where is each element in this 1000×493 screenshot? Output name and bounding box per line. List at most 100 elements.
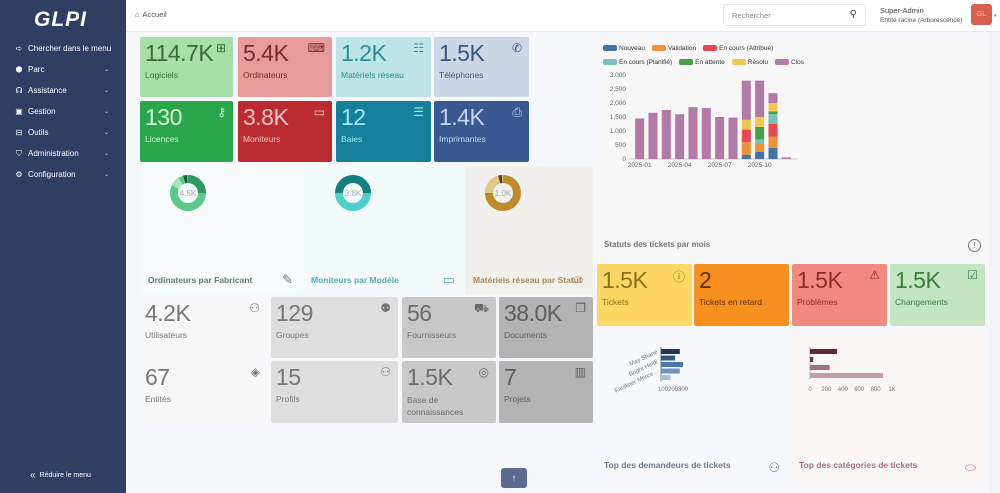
user-menu[interactable]: Super-Admin Entité racine (Arborescence) [880,6,962,26]
x-tick-label: 400 [838,387,849,393]
bar-segment [661,110,671,159]
legend-item[interactable]: En attente [679,59,725,66]
card-telephones[interactable]: 1.5K Téléphones ✆ [434,37,529,97]
widget-top-demandeurs[interactable]: May Shane Bright Heidi Faulkner Merce... 10… [597,331,789,486]
chevron-down-icon: ⌄ [103,172,109,178]
breadcrumb[interactable]: ⌂ Accueil [135,10,167,19]
x-tick-label: 2025-07 [708,162,732,167]
card-documents[interactable]: 38.0K Documents ❐ [499,297,593,358]
sidebar-item-configuration[interactable]: ⚙ Configuration ⌄ [0,164,126,185]
bar-segment [768,114,778,124]
card-moniteurs[interactable]: 3.8K Moniteurs ▭ [238,101,332,162]
sidebar-item-gestion[interactable]: ▣ Gestion ⌄ [0,101,126,122]
sidebar-item-label: Parc [28,65,45,74]
sidebar-item-outils[interactable]: ⊟ Outils ⌄ [0,122,126,143]
card-value: 4.2K [145,300,191,326]
card-label: Utilisateurs [145,330,188,340]
bar-segment [741,129,751,143]
layers-icon: ◈ [250,365,260,379]
page-scrollbar[interactable] [989,32,1000,493]
card-fournisseurs[interactable]: 56 Fournisseurs ⛟ [402,297,496,358]
menu-search-button[interactable]: ➪ Chercher dans le menu [0,38,126,59]
card-groupes[interactable]: 129 Groupes ⚉ [271,297,398,358]
card-value: 3.8K [243,104,289,130]
card-label: Baies [341,134,363,144]
bar-segment [635,118,645,159]
x-tick-label: 1K [888,387,895,393]
card-value: 1.5K [602,267,648,293]
bar-segment [755,143,765,152]
card-value: 67 [145,364,170,390]
card-label: Projets [504,394,531,404]
clipboard-check-icon: ☑ [967,268,978,282]
card-tickets[interactable]: 1.5K Tickets ⓘ [597,264,692,326]
card-base-de-connaissances[interactable]: 1.5K Base de connaissances ◎ [402,361,496,423]
user-entity: Entité racine (Arborescence) [880,17,963,24]
card-materiels-reseau[interactable]: 1.2K Matériels réseau ☷ [336,37,431,97]
sidebar-item-label: Configuration [28,170,76,179]
legend-item[interactable]: En cours (Planifié) [603,59,672,66]
sidebar-item-assistance[interactable]: ☊ Assistance ⌄ [0,80,126,101]
collapse-menu-button[interactable]: « Réduire le menu [30,470,91,481]
bar-segment [728,117,738,159]
sidebar-nav: ➪ Chercher dans le menu ⬢ Parc ⌄ ☊ Assis… [0,38,126,185]
card-utilisateurs[interactable]: 4.2K Utilisateurs ⚇ [140,297,267,358]
sidebar-item-parc[interactable]: ⬢ Parc ⌄ [0,59,126,80]
chevron-down-icon[interactable]: ▾ [994,13,997,19]
sidebar: GLPI ➪ Chercher dans le menu ⬢ Parc ⌄ ☊ … [0,0,126,493]
x-tick-label: 2025-10 [748,162,772,167]
legend-item[interactable]: Résolu [731,59,768,66]
card-profils[interactable]: 15 Profils ⚇ [271,361,398,423]
card-tickets-en-retard[interactable]: 2 Tickets en retard [694,264,789,326]
widget-title: Statuts des tickets par mois [604,240,711,249]
card-entites[interactable]: 67 Entités ◈ [140,361,267,423]
legend-item[interactable]: Clos [774,59,804,66]
widget-ordinateurs-par-fabricant[interactable]: 4.5K Ordinateurs par Fabricant ✎ [140,166,303,294]
card-problemes[interactable]: 1.5K Problèmes ⚠ [792,264,887,326]
card-label: Moniteurs [243,134,281,144]
chart-legend-row-2: En cours (Planifié) En attente Résolu Cl… [603,59,804,66]
bar-segment [741,142,751,155]
chevron-down-icon: ⌄ [103,109,109,115]
card-licences[interactable]: 130 Licences ⚷ [140,101,233,162]
briefcase-icon: ⊟ [15,128,23,137]
bar-segment [701,108,711,159]
widget-top-categories[interactable]: 0 200 400 600 800 1K Top des catégories de ti… [792,331,985,486]
card-value: 129 [276,300,313,326]
card-imprimantes[interactable]: 1.4K Imprimantes ⎙ [434,101,529,162]
search-icon[interactable]: ⚲ [849,9,857,20]
tag-icon: ⬭ [571,272,583,287]
card-logiciels[interactable]: 114.7K Logiciels ⊞ [140,37,233,97]
chevron-down-icon: ⌄ [103,67,109,73]
lifebuoy-icon: ◎ [478,365,489,379]
breadcrumb-home[interactable]: Accueil [142,10,167,19]
widget-statuts-tickets-par-mois[interactable]: Nouveau Validation En cours (Attribué) E… [597,37,989,259]
chevrons-left-icon: « [30,470,36,481]
bar-segment [688,107,698,159]
legend-item[interactable]: Validation [652,45,696,52]
user-check-icon: ⚇ [380,365,391,379]
legend-item[interactable]: En cours (Attribué) [703,45,773,52]
card-ordinateurs[interactable]: 5.4K Ordinateurs ⌨ [238,37,332,97]
card-value: 2 [699,267,712,293]
card-baies[interactable]: 12 Baies ☰ [336,101,431,162]
card-label: Fournisseurs [407,330,457,340]
scroll-to-top-button[interactable]: ↑ [501,468,527,488]
network-icon: ☷ [413,41,424,55]
bar-segment [741,154,751,159]
sidebar-item-label: Assistance [28,86,67,95]
card-value: 114.7K [145,40,214,66]
card-changements[interactable]: 1.5K Changements ☑ [890,264,985,326]
widget-moniteurs-par-modele[interactable]: 3.8K Moniteurs par Modèle ▭ [303,166,465,294]
avatar[interactable]: GL [971,4,992,25]
arrow-right-icon: ➪ [15,44,23,53]
card-projets[interactable]: 7 Projets ▥ [499,361,593,423]
sidebar-item-administration[interactable]: ⛉ Administration ⌄ [0,143,126,164]
glpi-logo[interactable]: GLPI [34,8,88,31]
alert-circle-icon: ⓘ [672,270,685,284]
global-search-input[interactable]: Rechercher ⚲ [723,4,866,26]
widget-materiels-reseau-par-statut[interactable]: 1.0K Matériels réseau par Statut ⬭ [465,166,593,294]
legend-item[interactable]: Nouveau [603,45,645,52]
printer-icon: ⎙ [512,105,522,119]
